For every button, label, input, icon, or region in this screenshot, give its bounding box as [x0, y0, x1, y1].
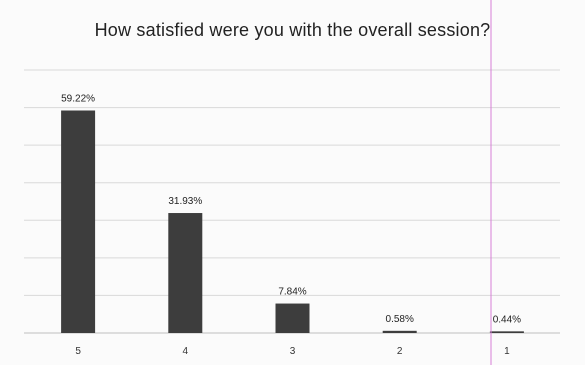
bar-3: [275, 303, 310, 333]
data-label-4: 31.93%: [168, 196, 202, 207]
x-tick-label-4: 4: [183, 346, 189, 357]
bar-4: [168, 213, 203, 333]
bar-1: [489, 331, 524, 333]
bar-2: [382, 330, 417, 333]
data-label-5: 59.22%: [61, 94, 95, 105]
bar-5: [61, 110, 96, 333]
data-label-3: 7.84%: [278, 287, 306, 298]
x-tick-label-1: 1: [504, 346, 510, 357]
x-tick-label-2: 2: [397, 346, 403, 357]
x-tick-label-3: 3: [290, 346, 296, 357]
data-label-1: 0.44%: [493, 314, 521, 325]
data-label-2: 0.58%: [386, 314, 414, 325]
chart-title: How satisfied were you with the overall …: [94, 20, 491, 40]
x-tick-label-5: 5: [75, 346, 81, 357]
